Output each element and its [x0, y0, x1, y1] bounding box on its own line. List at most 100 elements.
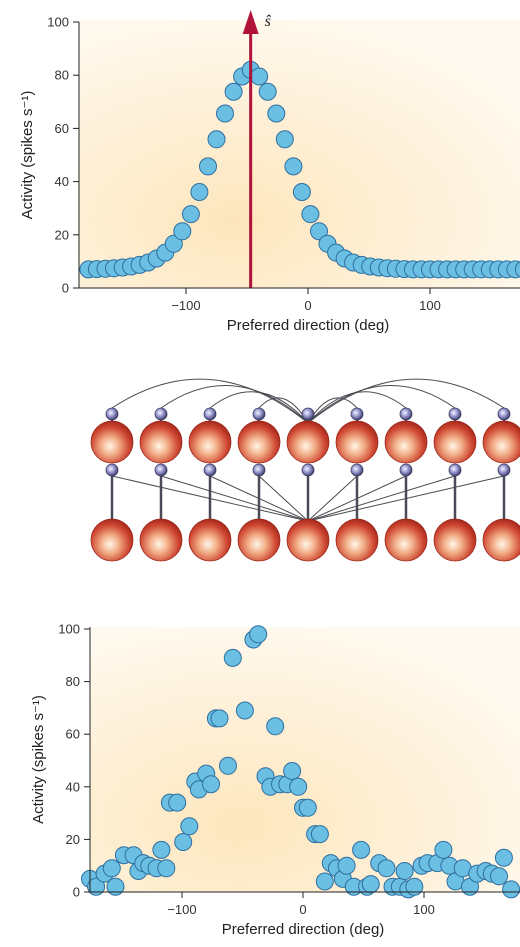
feedforward-connection [258, 475, 309, 522]
top-x-axis-label: Preferred direction (deg) [227, 317, 390, 334]
input-synapse [350, 463, 364, 477]
top-data-point [199, 157, 217, 176]
bottom-data-point [494, 848, 513, 867]
top-x-tick-label: 100 [419, 298, 441, 313]
top-data-point [284, 157, 303, 176]
bottom-data-point [490, 867, 508, 886]
top-data-point [207, 130, 226, 149]
bottom-data-point [180, 817, 199, 836]
bottom-data-point [249, 625, 268, 644]
bottom-data-point [106, 877, 125, 896]
input-synapse [154, 463, 168, 477]
top-synapse [448, 407, 462, 421]
top-data-point [514, 261, 520, 278]
bottom-data-point [377, 859, 396, 878]
top-activity-chart: ŝ 0 20 40 60 80 100 −100 0 100 Preferred directio… [19, 10, 520, 334]
bottom-data-point [210, 709, 229, 728]
network-diagram [90, 378, 520, 562]
top-synapse [301, 407, 315, 421]
bottom-data-point [337, 856, 356, 875]
bottom-data-point [434, 840, 453, 859]
top-neuron [188, 420, 232, 464]
bottom-data-point [168, 793, 187, 812]
recurrent-connection [209, 391, 309, 424]
top-data-point [267, 104, 286, 123]
feedforward-connection [307, 475, 456, 522]
top-y-tick-label: 80 [55, 68, 69, 83]
top-data-point [250, 67, 269, 86]
bottom-neuron [335, 518, 379, 562]
recurrent-connection [307, 384, 456, 424]
bottom-neuron [237, 518, 281, 562]
bottom-data-point [405, 877, 424, 896]
top-data-point [301, 205, 320, 224]
bottom-data-point [202, 775, 220, 794]
top-neuron [482, 420, 520, 464]
top-neuron [237, 420, 281, 464]
top-plot-background [79, 20, 520, 288]
top-x-tick-label: −100 [171, 298, 200, 313]
bottom-y-tick-label: 20 [66, 832, 80, 847]
bottom-data-point [283, 762, 302, 780]
top-synapse [203, 407, 217, 421]
input-synapse [252, 463, 266, 477]
bottom-data-point [152, 840, 171, 859]
top-neuron [139, 420, 183, 464]
feedforward-connection [160, 475, 309, 522]
estimate-arrow-label: ŝ [265, 13, 272, 30]
top-x-tick-label: 0 [304, 298, 311, 313]
bottom-neuron [188, 518, 232, 562]
top-data-point [275, 130, 294, 149]
bottom-x-tick-label: 0 [299, 902, 306, 917]
estimate-arrow-head [242, 10, 259, 34]
bottom-y-tick-label: 0 [73, 885, 80, 900]
bottom-y-tick-label: 80 [66, 674, 80, 689]
recurrent-connection [307, 378, 505, 424]
top-data-point [216, 104, 234, 123]
top-y-tick-label: 40 [55, 174, 69, 189]
top-synapse [154, 407, 168, 421]
bottom-data-point [266, 717, 285, 736]
top-neuron [433, 420, 477, 464]
top-data-point [190, 183, 209, 201]
feedforward-connection [307, 475, 358, 522]
bottom-data-point [174, 833, 193, 851]
top-neuron [286, 420, 330, 464]
top-synapse [350, 407, 364, 421]
bottom-neuron [433, 518, 477, 562]
bottom-data-point [87, 877, 106, 896]
bottom-data-point [289, 777, 308, 796]
bottom-neuron [384, 518, 428, 562]
bottom-data-point [223, 648, 242, 667]
top-neuron [90, 420, 134, 464]
bottom-data-point [219, 756, 237, 775]
top-y-tick-label: 20 [55, 227, 69, 242]
top-data-point [224, 82, 243, 101]
top-y-tick-label: 60 [55, 121, 69, 136]
bottom-neuron [286, 518, 330, 562]
bottom-neuron [90, 518, 134, 562]
top-data-point [164, 234, 183, 253]
top-neuron [335, 420, 379, 464]
bottom-x-axis-label: Preferred direction (deg) [222, 921, 385, 938]
bottom-x-tick-label: 100 [413, 902, 435, 917]
bottom-data-point [102, 859, 121, 878]
top-data-point [310, 222, 328, 241]
bottom-x-tick-label: −100 [167, 902, 196, 917]
bottom-data-point [395, 862, 414, 880]
top-data-point [258, 82, 277, 101]
bottom-data-point [352, 840, 371, 859]
bottom-data-point [298, 798, 317, 817]
bottom-neuron [482, 518, 520, 562]
bottom-y-tick-label: 100 [58, 622, 80, 637]
top-neuron [384, 420, 428, 464]
input-synapse [301, 463, 315, 477]
recurrent-connection [111, 378, 309, 424]
top-y-tick-label: 100 [47, 15, 69, 30]
bottom-data-point [310, 825, 329, 844]
input-synapse [203, 463, 217, 477]
input-synapse [497, 463, 511, 477]
bottom-data-point [157, 859, 176, 878]
recurrent-connection [160, 384, 309, 424]
top-y-axis-label: Activity (spikes s⁻¹) [19, 91, 36, 220]
